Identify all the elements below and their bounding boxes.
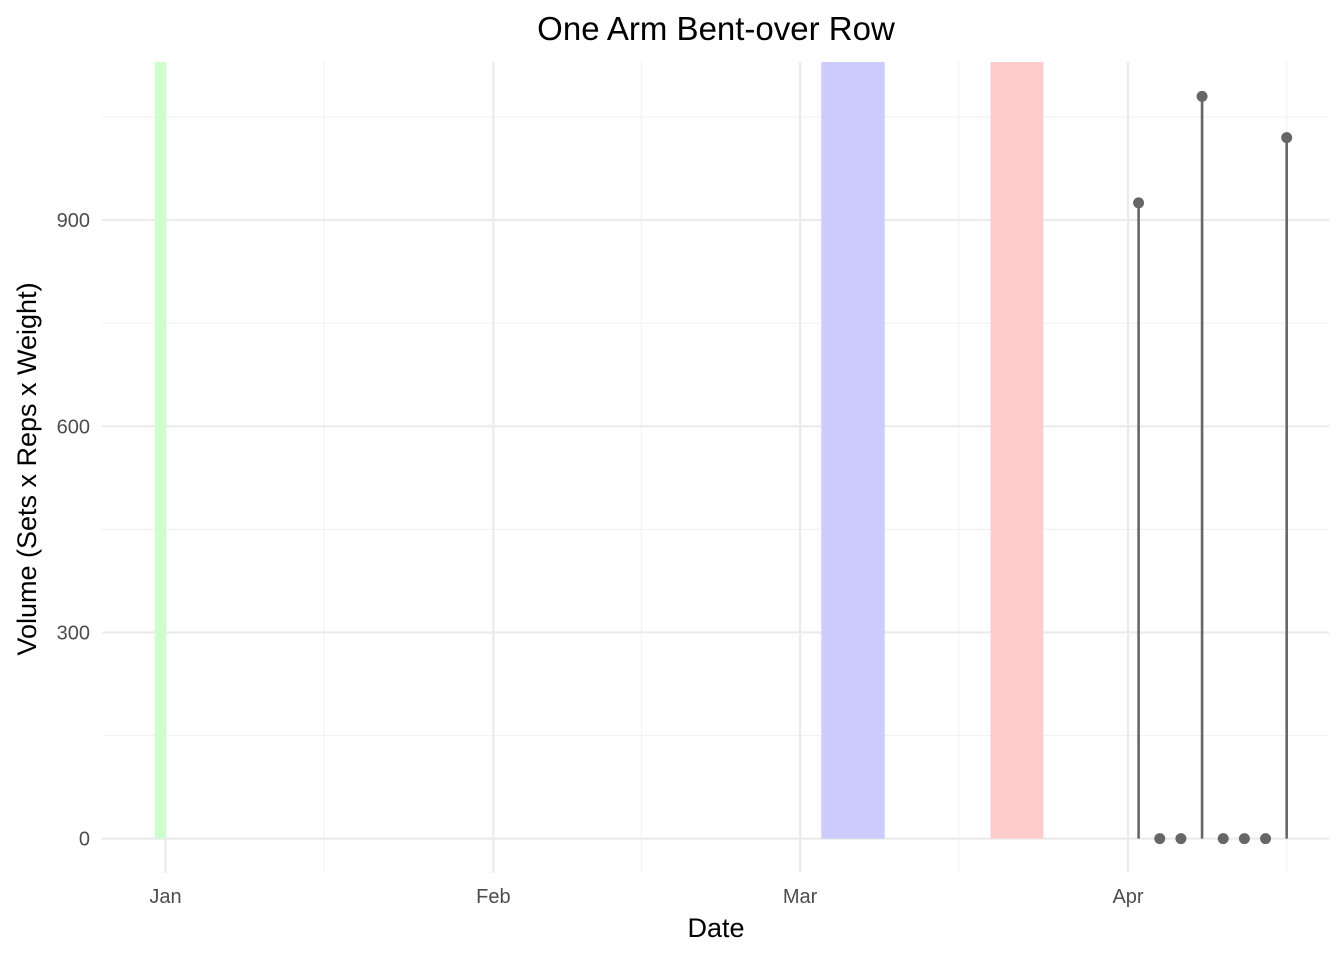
- lollipop-marks: [1133, 90, 1293, 845]
- lollipop-point: [1238, 833, 1250, 845]
- shaded-period-2: [821, 62, 885, 839]
- x-tick-label: Apr: [1112, 886, 1143, 908]
- shaded-periods: [154, 62, 1044, 839]
- y-tick-label: 300: [57, 622, 90, 644]
- x-tick-label: Mar: [783, 886, 818, 908]
- lollipop-point: [1154, 833, 1166, 845]
- lollipop-point: [1217, 833, 1229, 845]
- y-tick-label: 600: [57, 416, 90, 438]
- tick-labels: 0 300 600 900 Jan Feb Mar Apr: [57, 210, 1144, 908]
- lollipop-point: [1133, 197, 1145, 209]
- lollipop-point: [1260, 833, 1272, 845]
- y-tick-label: 900: [57, 210, 90, 232]
- y-axis-title: Volume (Sets x Reps x Weight): [12, 282, 42, 655]
- lollipop-point: [1196, 90, 1208, 102]
- lollipop-point: [1175, 833, 1187, 845]
- y-tick-label: 0: [79, 829, 90, 851]
- x-tick-label: Feb: [476, 886, 510, 908]
- shaded-period-1: [154, 62, 166, 839]
- shaded-period-3: [990, 62, 1044, 839]
- lollipop-point: [1281, 132, 1293, 144]
- x-tick-label: Jan: [149, 886, 181, 908]
- x-axis-title: Date: [687, 913, 744, 943]
- chart-title: One Arm Bent-over Row: [537, 10, 895, 47]
- grid: [102, 62, 1329, 873]
